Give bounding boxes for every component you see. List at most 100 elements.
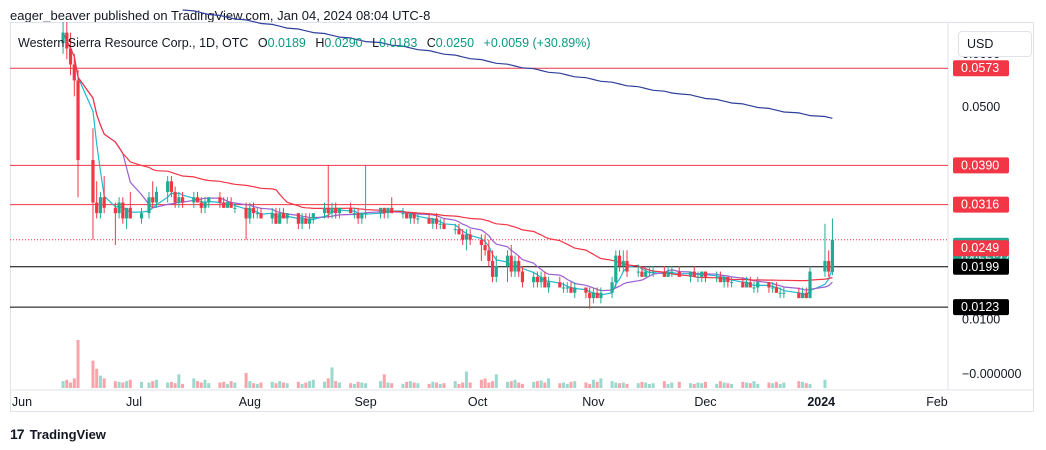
volume-bar	[520, 383, 524, 388]
candle	[457, 223, 461, 235]
candle	[363, 165, 368, 219]
volume-bar	[767, 382, 771, 388]
candle	[121, 197, 125, 224]
candle-body	[666, 271, 670, 277]
candle	[72, 53, 76, 97]
candle	[778, 287, 782, 299]
candle	[588, 287, 592, 309]
volume-bar	[177, 374, 181, 388]
candle	[416, 213, 420, 224]
volume-bar	[491, 381, 495, 388]
volume-bar	[386, 382, 390, 388]
volume-bar	[696, 382, 700, 388]
candle	[546, 276, 551, 293]
volume-bar	[718, 381, 722, 388]
candle-body	[688, 271, 693, 277]
volume-bar	[453, 381, 457, 388]
candle-body	[442, 223, 446, 230]
candle	[251, 202, 256, 219]
candle-body	[72, 64, 76, 81]
candle-body	[259, 213, 263, 219]
candle-body	[102, 197, 106, 208]
volume-bar	[457, 383, 461, 388]
candle-body	[427, 218, 431, 224]
volume-bar	[356, 381, 360, 388]
candle-body	[61, 32, 65, 44]
candle-body	[278, 213, 282, 224]
volume-bar	[225, 383, 229, 388]
y-tick-label: −0.000000	[962, 367, 1021, 381]
candle-body	[718, 276, 722, 283]
volume-bar	[199, 382, 203, 388]
x-tick-label: Feb	[926, 395, 948, 409]
candle-body	[729, 282, 734, 284]
candle-body	[360, 213, 364, 219]
volume-bar	[748, 383, 752, 388]
candle-body	[408, 213, 413, 219]
volume-bar	[726, 383, 730, 388]
close-label: C	[426, 36, 436, 50]
candle	[662, 266, 666, 277]
volume-bar	[128, 379, 132, 388]
price-tag-label: 0.0390	[961, 158, 999, 172]
price-tag	[953, 299, 1009, 316]
volume-bar	[69, 382, 73, 388]
candle	[532, 271, 536, 288]
low-value: 0.0183	[379, 36, 418, 50]
volume-bar	[618, 383, 622, 388]
volume-bar	[461, 382, 465, 388]
candle	[222, 197, 226, 208]
candle	[726, 276, 730, 288]
volume-bar	[296, 381, 300, 388]
candle-body	[692, 271, 696, 277]
candle-body	[401, 213, 405, 215]
volume-bar	[222, 381, 226, 388]
volume-bar	[401, 383, 405, 388]
currency-button[interactable]: USD	[958, 31, 1032, 57]
candle	[767, 282, 771, 293]
volume-bar	[61, 381, 65, 388]
candle	[718, 271, 722, 283]
sma-short-line	[70, 48, 833, 296]
candle	[390, 197, 394, 214]
candle-body	[614, 255, 618, 283]
candle-body	[98, 197, 103, 214]
candle-body	[662, 271, 666, 277]
symbol-legend: Western Sierra Resource Corp., 1D, OTC O…	[18, 36, 591, 50]
volume-bar	[562, 382, 566, 388]
candle	[565, 282, 569, 293]
volume-bar	[255, 383, 259, 388]
footer-brand[interactable]: 17 TradingView	[10, 426, 106, 442]
candle-body	[636, 271, 640, 273]
candle	[692, 266, 696, 277]
candle-body	[546, 282, 551, 288]
candle-body	[457, 229, 461, 235]
candle-body	[778, 292, 782, 294]
candle	[479, 234, 483, 261]
candle	[830, 218, 835, 276]
candle	[505, 250, 510, 283]
candle-body	[274, 213, 278, 224]
volume-bar	[91, 360, 95, 388]
volume-bar	[181, 383, 185, 388]
candle-body	[647, 271, 652, 273]
tradingview-logo-icon: 17	[10, 426, 25, 442]
volume-bar	[464, 371, 468, 388]
candle	[614, 250, 618, 288]
volume-bar	[689, 383, 693, 388]
candle-body	[588, 292, 592, 299]
volume-bar	[647, 383, 651, 388]
candle	[644, 266, 648, 277]
candle-body	[595, 292, 599, 299]
candle	[670, 266, 674, 277]
candle	[386, 207, 390, 219]
candle-body	[304, 218, 308, 224]
candle	[700, 271, 704, 283]
candle-body	[244, 207, 248, 219]
candle	[91, 128, 95, 240]
candle	[139, 207, 144, 224]
open-label: O	[257, 36, 268, 50]
volume-bar	[670, 382, 674, 388]
candle-body	[68, 48, 73, 65]
